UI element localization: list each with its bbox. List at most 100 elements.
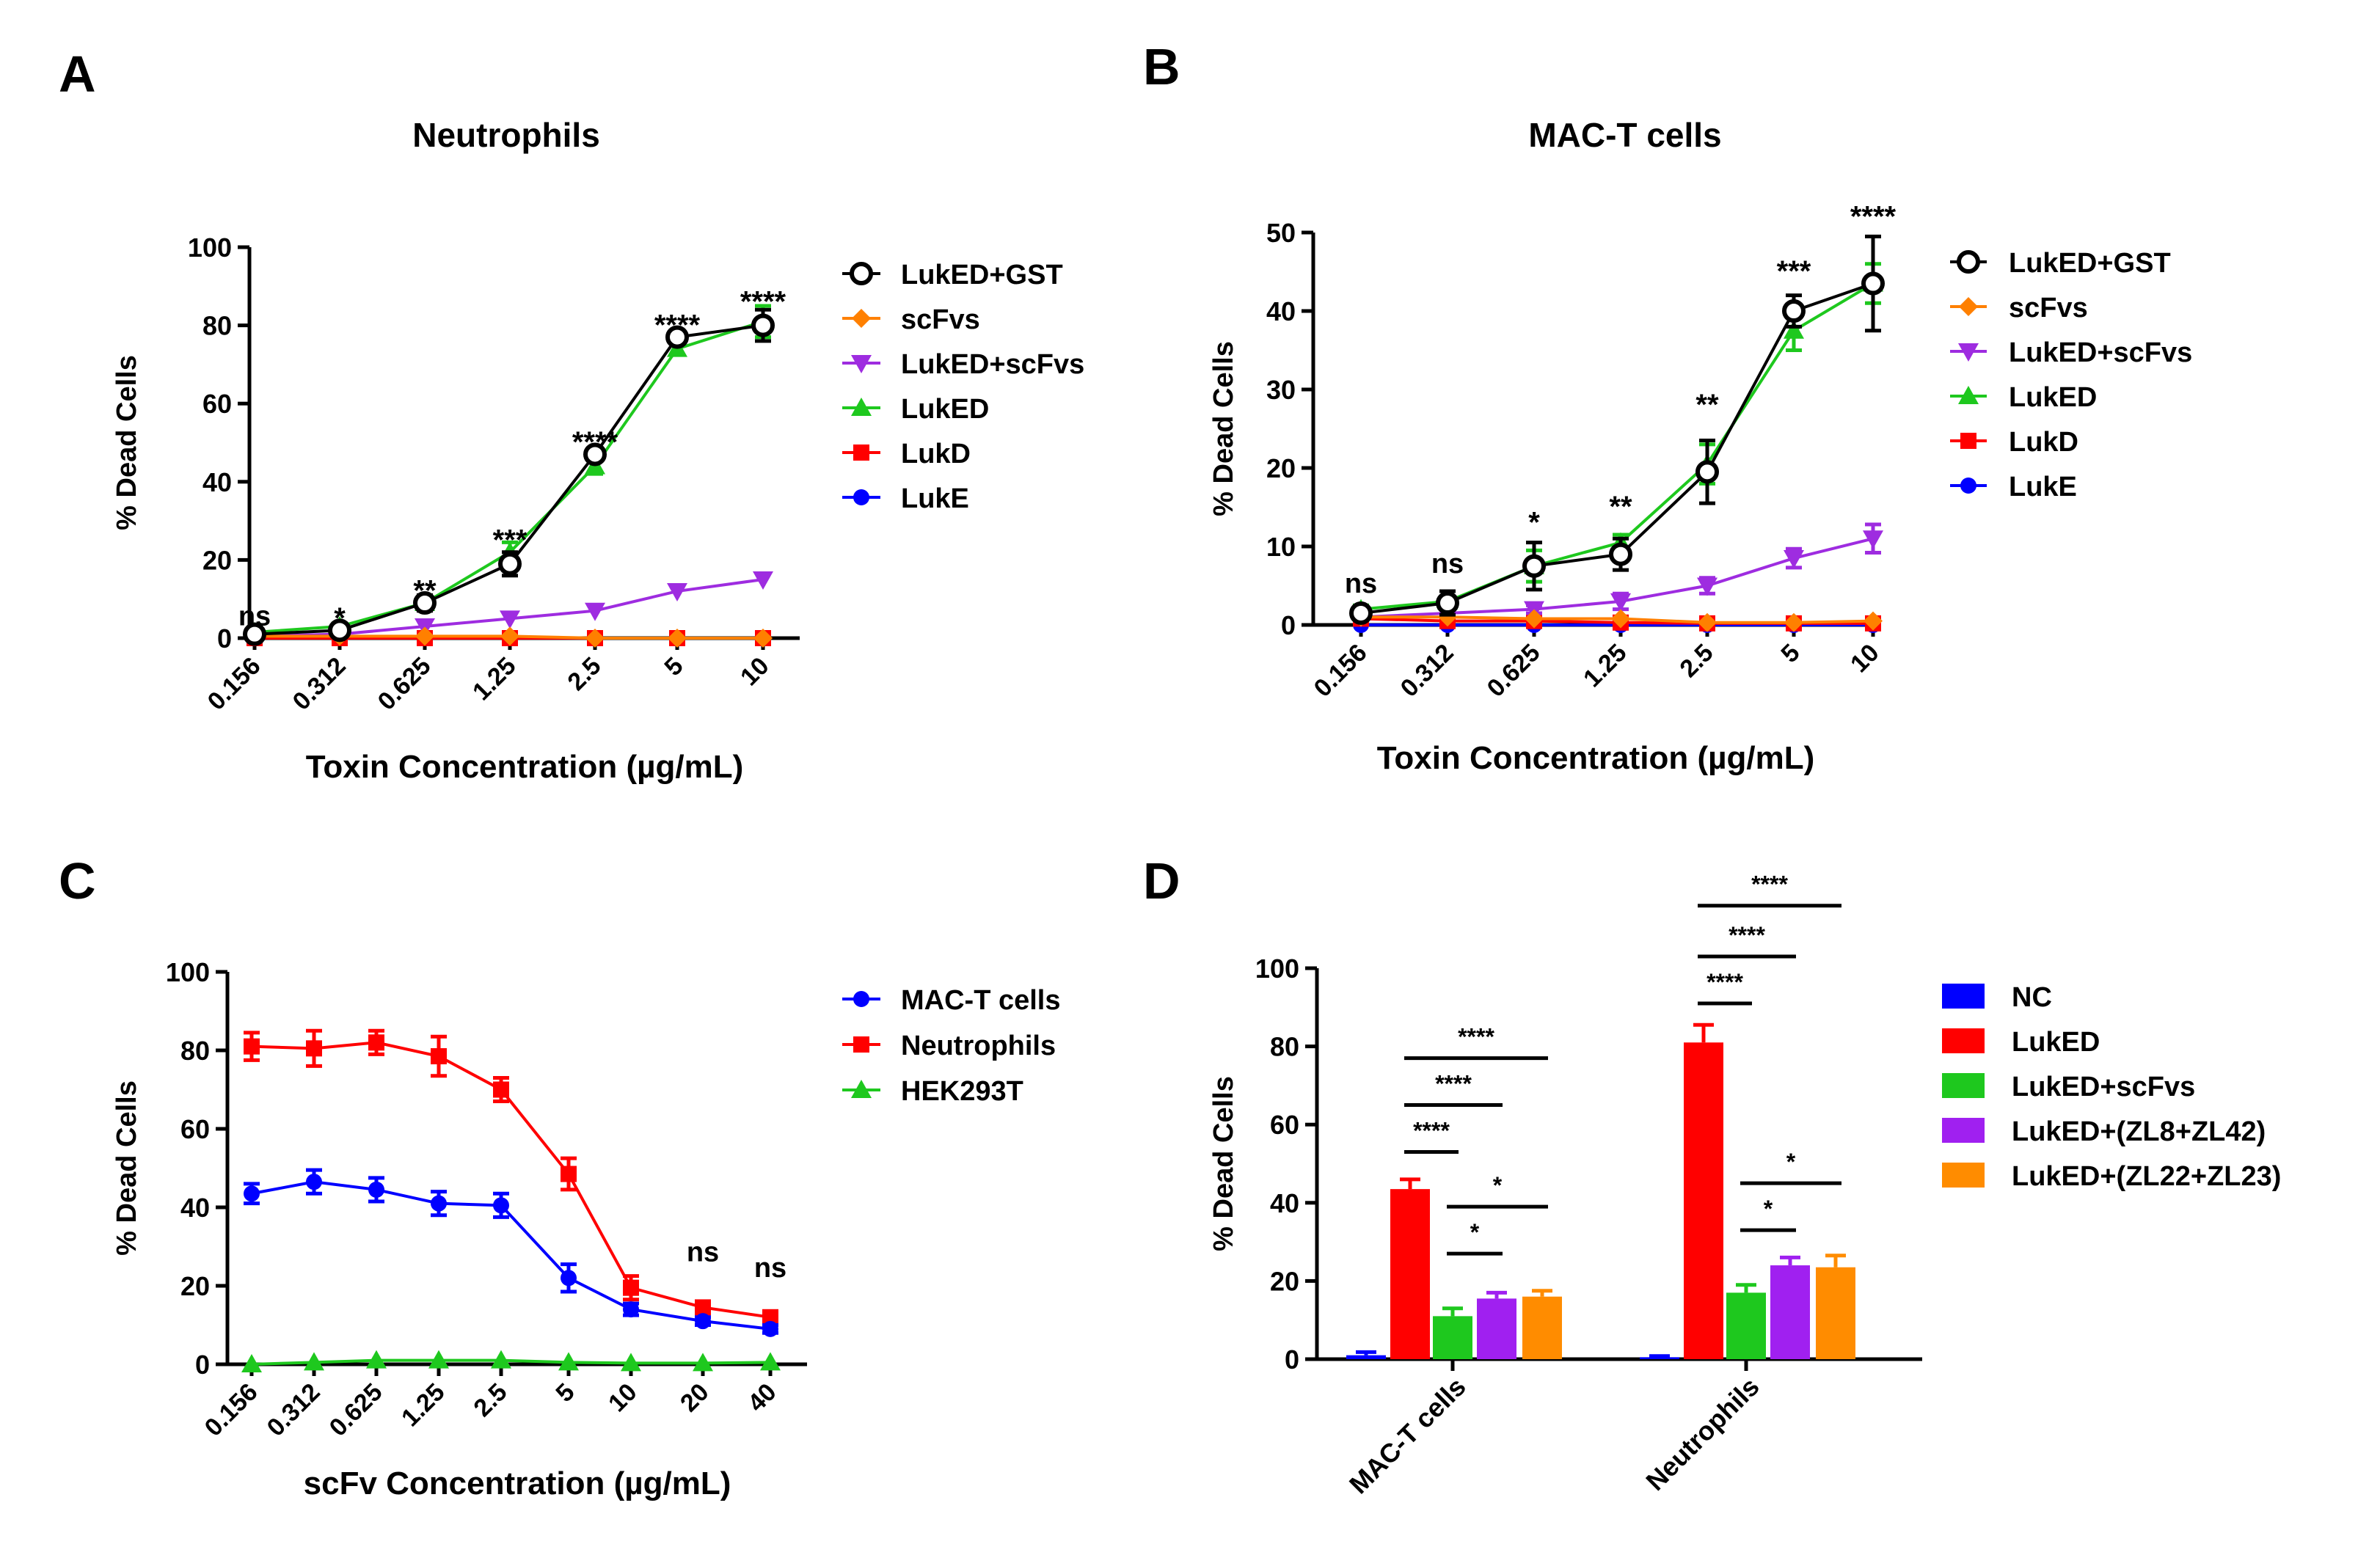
x-tick-label: 5 xyxy=(659,652,688,681)
data-point xyxy=(1349,601,1373,625)
legend-label: HEK293T xyxy=(901,1076,1023,1107)
series-luked-zl8-zl42 xyxy=(1477,1255,1810,1359)
data-point xyxy=(693,1353,713,1372)
data-point xyxy=(695,1313,711,1330)
legend-label: LukD xyxy=(2009,427,2078,458)
data-point xyxy=(668,629,687,648)
x-tick-label: 0.312 xyxy=(288,652,351,716)
x-tick-label: 40 xyxy=(742,1378,782,1418)
x-tick-label: 10 xyxy=(603,1378,643,1418)
data-point xyxy=(558,1352,579,1371)
y-tick-label: 100 xyxy=(188,233,232,263)
legend-label: LukE xyxy=(2009,472,2077,502)
legend-label: Neutrophils xyxy=(901,1031,1056,1061)
data-point xyxy=(623,1279,639,1296)
data-point xyxy=(498,552,522,576)
legend-item-nc: NC xyxy=(1942,982,2052,1013)
y-tick-label: 40 xyxy=(202,467,232,497)
legend-marker xyxy=(1960,433,1976,449)
x-tick-label: 0.312 xyxy=(262,1378,326,1442)
data-point xyxy=(753,629,773,648)
data-point xyxy=(368,1034,384,1051)
legend-marker xyxy=(1959,297,1978,316)
legend-swatch xyxy=(1942,1073,1985,1098)
data-point xyxy=(243,622,266,646)
data-point xyxy=(1782,299,1806,323)
bar xyxy=(1640,1357,1679,1359)
x-tick-label: 0.156 xyxy=(200,1378,263,1442)
series-hek293t xyxy=(241,1350,781,1372)
x-tick-label: 0.625 xyxy=(324,1378,388,1442)
bar xyxy=(1390,1189,1430,1359)
data-point xyxy=(1695,460,1719,484)
y-tick-label: 30 xyxy=(1266,375,1296,405)
legend-label: LukED+scFvs xyxy=(2009,337,2192,368)
significance-bracket: * xyxy=(1447,1219,1503,1256)
bar xyxy=(1522,1296,1562,1359)
x-tick-label: 2.5 xyxy=(468,1378,512,1422)
significance-label: ns xyxy=(687,1237,719,1268)
y-tick-label: 100 xyxy=(1255,954,1299,984)
legend-item-luked: LukED xyxy=(1942,1027,2100,1058)
data-point xyxy=(1863,530,1883,549)
data-point xyxy=(1436,591,1459,615)
series-luked-gst xyxy=(1349,234,1885,625)
significance-label: * xyxy=(334,602,346,634)
significance-bracket: **** xyxy=(1698,969,1752,1006)
data-point xyxy=(1611,609,1630,629)
data-point xyxy=(753,571,773,590)
significance-label: **** xyxy=(1850,200,1897,233)
significance-label: *** xyxy=(493,524,528,556)
y-tick-label: 20 xyxy=(1270,1266,1299,1296)
legend-marker xyxy=(851,1080,872,1098)
data-point xyxy=(500,626,519,646)
legend-item-luked-gst: LukED+GST xyxy=(842,260,1063,290)
y-axis-label: % Dead Cells xyxy=(112,355,142,530)
x-axis-label: Toxin Concentration (µg/mL) xyxy=(306,749,744,785)
y-tick-label: 80 xyxy=(1270,1032,1299,1062)
data-point xyxy=(762,1309,778,1325)
legend-marker xyxy=(851,398,872,416)
data-point xyxy=(431,1048,447,1065)
legend-item-luked-scfvs: LukED+scFvs xyxy=(1950,337,2192,368)
y-tick-label: 60 xyxy=(202,389,232,419)
legend-label: LukED+GST xyxy=(2009,248,2171,279)
legend-marker xyxy=(853,489,869,505)
data-point xyxy=(695,1299,711,1316)
x-tick-label: 0.625 xyxy=(1482,639,1546,703)
legend-marker xyxy=(1958,343,1979,362)
series-luked-scfvs xyxy=(1433,1283,1766,1359)
x-tick-label: MAC-T cells xyxy=(1343,1372,1472,1500)
x-tick-label: 2.5 xyxy=(1674,639,1718,683)
data-point xyxy=(667,583,687,602)
legend-label: LukED+scFvs xyxy=(901,349,1084,380)
significance-label: **** xyxy=(572,426,618,458)
y-axis-label: % Dead Cells xyxy=(1208,1076,1239,1251)
significance-bracket: * xyxy=(1447,1172,1548,1209)
legend-marker xyxy=(851,355,872,373)
significance-label: **** xyxy=(1729,922,1765,948)
series-line xyxy=(254,320,764,634)
data-point xyxy=(244,1185,260,1202)
y-tick-label: 0 xyxy=(1285,1344,1299,1375)
legend-marker xyxy=(1957,250,1980,274)
x-tick-label: 1.25 xyxy=(467,652,522,706)
significance-bracket: * xyxy=(1740,1196,1796,1232)
data-point xyxy=(1609,542,1632,566)
legend-marker xyxy=(1960,478,1976,494)
legend-swatch xyxy=(1942,1163,1985,1188)
legend-label: LukED+(ZL8+ZL42) xyxy=(2012,1116,2266,1147)
y-tick-label: 60 xyxy=(1270,1110,1299,1140)
data-point xyxy=(500,610,520,629)
significance-label: ns xyxy=(1345,568,1377,599)
panel-b: B MAC-T cells 0 10 20 30 40 50 % Dead Cells 0.156… xyxy=(1143,38,2192,776)
panel-letter: D xyxy=(1143,852,1180,910)
y-tick-label: 20 xyxy=(202,545,232,575)
data-point xyxy=(244,1038,260,1055)
significance-label: ns xyxy=(1431,549,1464,579)
data-point xyxy=(1525,609,1544,629)
data-point xyxy=(1698,612,1717,632)
series-luked-gst xyxy=(243,307,775,646)
x-tick-label: Neutrophils xyxy=(1640,1372,1764,1496)
legend-marker xyxy=(853,1036,869,1053)
